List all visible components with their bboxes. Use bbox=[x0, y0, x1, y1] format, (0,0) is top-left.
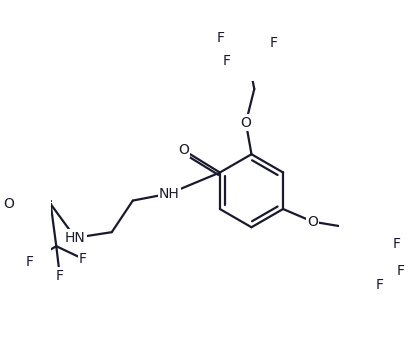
Text: O: O bbox=[306, 215, 317, 229]
Text: O: O bbox=[3, 197, 14, 211]
Text: F: F bbox=[56, 269, 64, 283]
Text: NH: NH bbox=[159, 186, 179, 201]
Text: F: F bbox=[216, 31, 224, 45]
Text: O: O bbox=[240, 115, 251, 130]
Text: F: F bbox=[25, 254, 34, 269]
Text: F: F bbox=[79, 252, 87, 266]
Text: F: F bbox=[392, 237, 400, 251]
Text: F: F bbox=[222, 54, 229, 68]
Text: F: F bbox=[269, 36, 277, 50]
Text: F: F bbox=[396, 264, 404, 278]
Text: O: O bbox=[178, 143, 188, 157]
Text: HN: HN bbox=[65, 231, 85, 245]
Text: F: F bbox=[375, 278, 383, 292]
